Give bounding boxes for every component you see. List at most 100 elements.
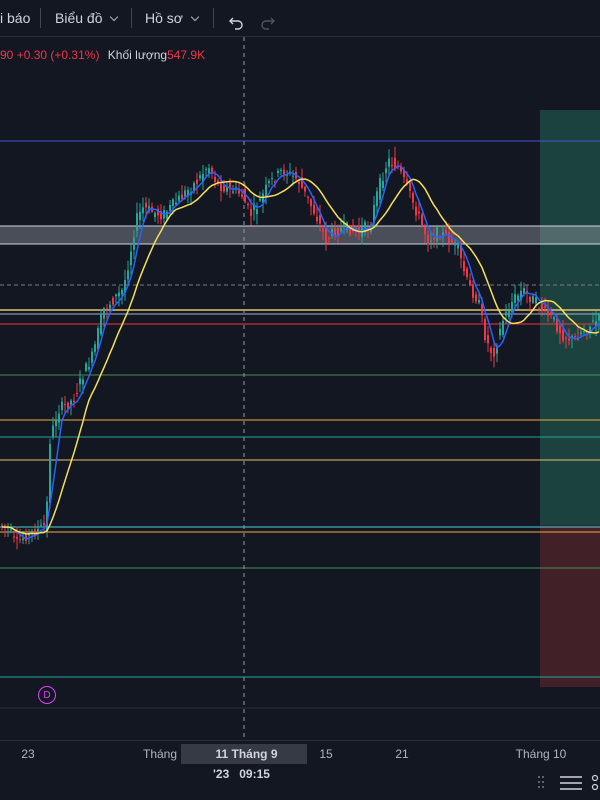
chart-menu-label: Biểu đồ (55, 10, 103, 26)
candle-body (481, 304, 483, 316)
candle-body (199, 175, 201, 179)
price-change-percent: (+0.31%) (50, 48, 100, 62)
time-tick: 15 (319, 747, 333, 761)
candle-body (466, 268, 468, 277)
candle-body (505, 311, 507, 316)
candle-body (130, 251, 132, 265)
volume-label: Khối lượng (107, 48, 168, 62)
chevron-down-icon (110, 12, 119, 22)
candle-body (337, 227, 339, 235)
time-axis[interactable]: 23 Tháng 15 21 Tháng 10 11 Tháng 9 '23 09… (0, 740, 600, 781)
candle-body (31, 530, 33, 532)
candle-body (94, 344, 96, 352)
candle-body (391, 164, 393, 167)
time-tick: 23 (21, 747, 35, 761)
candle-body (580, 332, 582, 335)
crosshair-time-label: 11 Tháng 9 '23 09:15 (181, 744, 307, 781)
candle-body (97, 328, 99, 350)
price-chart[interactable] (0, 37, 600, 740)
price-legend: 90 +0.30 (+0.31%) Khối lượng547.9K (0, 48, 205, 62)
candle-body (442, 232, 444, 237)
candle-body (103, 307, 105, 319)
candle-body (100, 314, 102, 334)
candle-body (409, 182, 411, 191)
candle-body (76, 393, 78, 395)
candle-body (574, 336, 576, 338)
candle-body (535, 297, 537, 304)
time-tick: 21 (395, 747, 409, 761)
candle-body (598, 314, 600, 321)
candle-body (499, 328, 501, 336)
candle-body (157, 208, 159, 216)
candle-body (310, 199, 312, 207)
alert-button[interactable]: i báo (0, 0, 30, 36)
settings-icon[interactable] (558, 772, 584, 794)
candle-body (445, 230, 447, 234)
candle-body (415, 206, 417, 216)
candle-body (274, 181, 276, 184)
candle-body (1, 525, 3, 527)
profile-menu-button[interactable]: Hồ sơ (145, 0, 200, 36)
toolbar-divider (40, 8, 41, 28)
candle-body (70, 400, 72, 405)
candle-body (73, 400, 75, 402)
candle-body (451, 238, 453, 244)
candle-body (106, 308, 108, 310)
redo-button[interactable] (260, 9, 278, 30)
candle-body (592, 320, 594, 322)
candle-body (133, 237, 135, 250)
candle-body (514, 294, 516, 303)
chevron-down-icon (190, 12, 200, 22)
candle-body (37, 528, 39, 533)
candle-body (250, 209, 252, 216)
dividend-badge[interactable]: D (38, 686, 56, 704)
candle-body (553, 317, 555, 320)
candle-body (421, 214, 423, 225)
candle-body (412, 192, 414, 203)
candle-body (91, 351, 93, 363)
candle-body (58, 413, 60, 423)
candle-body (400, 166, 402, 172)
candle-body (472, 284, 474, 298)
candle-body (169, 205, 171, 211)
candle-body (22, 538, 24, 541)
toolbar-divider (213, 8, 214, 28)
candle-body (256, 209, 258, 215)
candle-body (40, 524, 42, 526)
undo-button[interactable] (226, 9, 244, 30)
candle-body (82, 379, 84, 385)
candle-body (34, 529, 36, 536)
candle-body (226, 186, 228, 192)
candle-body (118, 292, 120, 297)
candle-body (490, 347, 492, 354)
candle-body (181, 194, 183, 199)
candle-body (307, 196, 309, 198)
profit-zone[interactable] (540, 110, 600, 525)
drag-handle-icon[interactable] (536, 774, 546, 790)
candle-body (463, 261, 465, 272)
candle-body (508, 310, 510, 318)
candle-body (196, 179, 198, 184)
candle-body (301, 177, 303, 188)
redo-icon (261, 17, 275, 30)
candle-body (406, 179, 408, 184)
candle-body (595, 321, 597, 327)
top-toolbar: i báo Biểu đồ Hồ sơ (0, 0, 600, 37)
candle-body (313, 204, 315, 214)
candle-body (112, 297, 114, 305)
chart-menu-button[interactable]: Biểu đồ (55, 0, 119, 36)
candle-body (541, 303, 543, 311)
candle-body (277, 170, 279, 173)
loss-zone[interactable] (540, 525, 600, 687)
candle-body (550, 311, 552, 315)
candle-body (85, 363, 87, 372)
candle-body (10, 529, 12, 531)
candle-body (376, 191, 378, 207)
chevron-up-icon[interactable] (590, 774, 600, 792)
candle-body (49, 444, 51, 504)
resistance-zone[interactable] (0, 226, 600, 244)
candle-body (79, 378, 81, 385)
candle-body (373, 205, 375, 223)
candle-body (241, 194, 243, 197)
candle-body (364, 222, 366, 233)
